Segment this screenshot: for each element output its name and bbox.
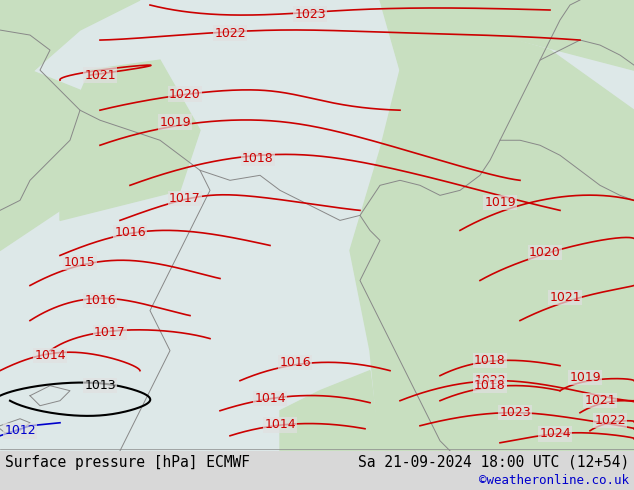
Polygon shape <box>0 0 140 100</box>
Text: 1018: 1018 <box>242 152 274 165</box>
Text: 1019: 1019 <box>159 116 191 129</box>
Text: 1014: 1014 <box>34 349 66 362</box>
Text: 1014: 1014 <box>264 418 296 431</box>
Text: 1021: 1021 <box>549 291 581 304</box>
Polygon shape <box>60 60 200 220</box>
Text: 1015: 1015 <box>64 256 96 269</box>
Text: 1013: 1013 <box>84 379 116 392</box>
Text: 1012: 1012 <box>4 424 36 437</box>
Text: 1021: 1021 <box>84 69 116 82</box>
Text: 1016: 1016 <box>84 294 116 307</box>
Polygon shape <box>280 370 380 451</box>
Text: 1024: 1024 <box>539 427 571 441</box>
Text: 1019: 1019 <box>569 371 601 384</box>
Text: 1020: 1020 <box>169 88 201 100</box>
Text: 1017: 1017 <box>169 192 201 205</box>
Text: 1023: 1023 <box>294 7 326 21</box>
Text: ©weatheronline.co.uk: ©weatheronline.co.uk <box>479 473 629 487</box>
Text: 1017: 1017 <box>94 326 126 339</box>
Text: 1014: 1014 <box>254 392 286 405</box>
Text: 1023: 1023 <box>499 406 531 419</box>
Text: 1018: 1018 <box>474 354 506 367</box>
Polygon shape <box>380 0 634 70</box>
Text: 1016: 1016 <box>279 356 311 369</box>
Text: Surface pressure [hPa] ECMWF: Surface pressure [hPa] ECMWF <box>5 455 250 470</box>
Text: 1022: 1022 <box>474 374 506 387</box>
Text: Sa 21-09-2024 18:00 UTC (12+54): Sa 21-09-2024 18:00 UTC (12+54) <box>358 455 629 470</box>
Text: 1020: 1020 <box>529 246 561 259</box>
Text: 1019: 1019 <box>484 196 516 209</box>
Text: 1016: 1016 <box>114 226 146 239</box>
Polygon shape <box>0 70 100 250</box>
Text: 1018: 1018 <box>474 379 506 392</box>
Text: 1022: 1022 <box>594 414 626 427</box>
Polygon shape <box>350 30 634 451</box>
Text: 1022: 1022 <box>214 26 246 40</box>
Text: 1021: 1021 <box>584 394 616 407</box>
